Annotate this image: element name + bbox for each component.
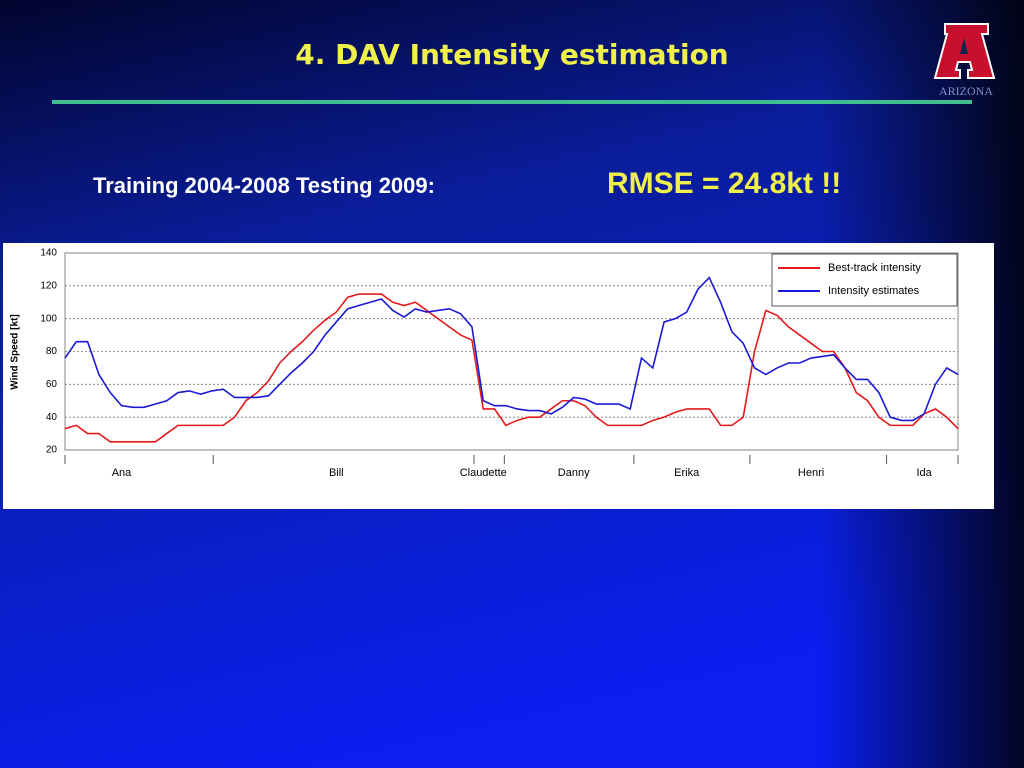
title-rule	[52, 100, 972, 104]
x-category-label: Ida	[916, 467, 932, 479]
y-tick-label: 40	[46, 412, 58, 423]
legend-label: Intensity estimates	[828, 285, 920, 297]
rmse: RMSE = 24.8kt !!	[607, 167, 841, 200]
y-axis-label: Wind Speed [kt]	[10, 314, 21, 389]
subtitle: Training 2004-2008 Testing 2009:	[93, 173, 435, 198]
x-category-label: Bill	[329, 467, 344, 479]
series-line	[64, 276, 959, 422]
y-tick-label: 60	[46, 379, 58, 390]
y-tick-label: 20	[46, 445, 58, 456]
plot: 20 40 60 80 100 120 140 Ana Bill Claudette Danny Er…	[40, 248, 959, 479]
legend-label: Best-track intensity	[828, 262, 921, 274]
x-category-label: Henri	[798, 467, 824, 479]
slide-title: 4. DAV Intensity estimation	[295, 38, 728, 71]
x-category-label: Danny	[558, 467, 590, 479]
y-tick-label: 140	[40, 248, 57, 259]
y-tick-label: 100	[40, 313, 57, 324]
x-category-label: Erika	[674, 467, 700, 479]
y-tick-label: 80	[46, 346, 58, 357]
logo: ARIZONA	[933, 23, 996, 98]
series-line	[64, 293, 959, 443]
logo-text: ARIZONA	[939, 84, 993, 98]
legend-box	[771, 253, 958, 307]
y-tick-label: 120	[40, 280, 57, 291]
logo-a-hole	[960, 38, 968, 54]
x-category-label: Ana	[112, 467, 132, 479]
x-category-label: Claudette	[460, 467, 507, 479]
